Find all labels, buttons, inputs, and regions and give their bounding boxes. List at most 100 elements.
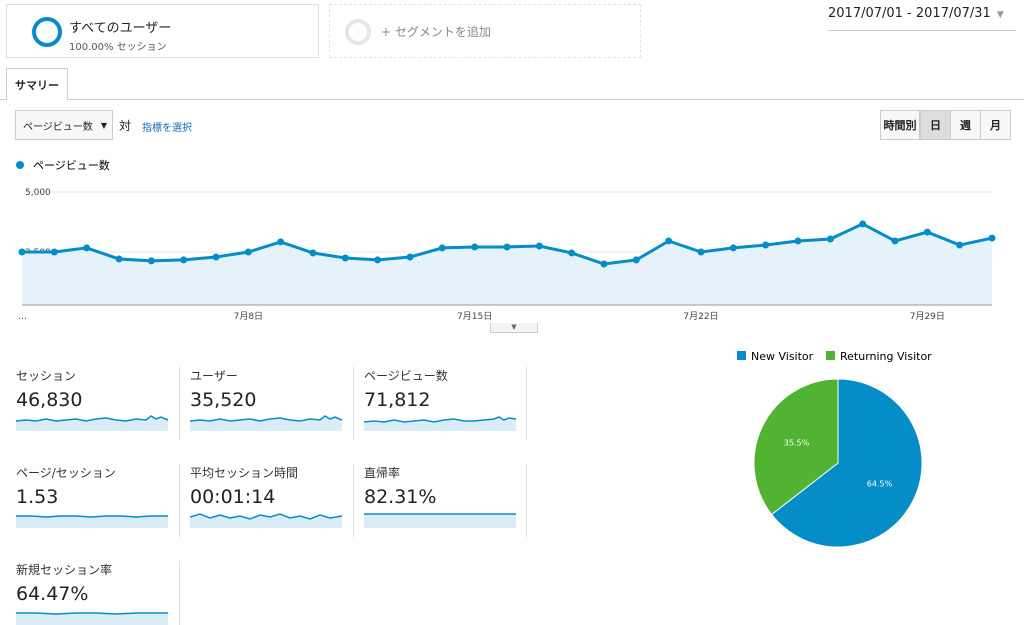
select-metric-link[interactable]: 指標を選択 [142,123,192,134]
segment-subtitle: 100.00% セッション [69,42,167,53]
point [956,241,964,249]
metric-label: ページ/セッション [16,466,116,480]
dropdown-arrow: ▼ [996,10,1004,20]
sparkline [364,416,517,431]
point [180,256,188,264]
pie-slice [753,378,839,516]
legend-swatch [737,351,746,360]
segment-title: すべてのユーザー [69,21,172,36]
separator [353,464,354,537]
metric-value: 1.53 [16,486,59,508]
add-segment-label: + セグメントを追加 [381,25,491,39]
tab-rule [0,99,1024,100]
pie-label: 35.5% [784,439,810,448]
date-range[interactable]: 2017/07/01 - 2017/07/31 ▼ [828,6,1016,31]
dropdown-arrow: ▼ [100,120,107,130]
metric-card: ユーザー 35,520 [190,367,345,431]
button-label: 月 [990,119,1001,132]
granularity-button[interactable]: 月 [980,110,1011,140]
point [309,249,317,257]
granularity-button[interactable]: 週 [950,110,981,140]
metric-card: ページ/セッション 1.53 [16,464,171,528]
point [438,244,446,252]
date-range-text: 2017/07/01 - 2017/07/31 [828,6,991,21]
separator [353,367,354,440]
point [535,242,543,250]
point [212,253,220,261]
separator [526,367,527,440]
metric-card: 直帰率 82.31% [364,464,519,528]
point [341,254,349,262]
x-tick-label: 7月22日 [683,311,718,322]
y-tick-label: 5,000 [25,188,51,198]
chart-toggle[interactable]: ▼ [490,323,538,333]
metric-value: 82.31% [364,486,437,508]
legend-swatch [826,351,835,360]
point [859,220,867,228]
point [826,235,834,243]
add-segment[interactable]: + セグメントを追加 [329,4,641,58]
x-tick-label: 7月8日 [234,311,263,322]
metric-select-label: ページビュー数 [23,121,93,133]
point [471,243,479,251]
versus-label: 対 [119,119,132,133]
metric-card: 新規セッション率 64.47% [16,561,171,625]
point [277,238,285,246]
point [18,248,26,256]
segment-card[interactable]: すべてのユーザー 100.00% セッション [6,4,319,58]
metric-label: 直帰率 [364,466,401,480]
point [83,244,91,252]
point [568,249,576,257]
point [632,256,640,264]
sparkline [16,612,168,625]
point [923,228,931,236]
point [600,260,608,268]
point [891,237,899,245]
point [697,248,705,256]
x-tick-label: … [18,312,27,322]
legend-label: New Visitor [751,350,814,363]
pie-slice [770,378,923,548]
metric-card: セッション 46,830 [16,367,171,431]
pie-label: 64.5% [867,479,893,488]
sparkline [364,513,516,528]
x-tick-label: 7月15日 [457,311,492,322]
segment-icon [345,19,371,45]
legend-swatch [16,161,24,169]
sparkline [16,515,168,528]
metric-label: 新規セッション率 [16,563,113,577]
metric-value: 35,520 [190,389,257,411]
granularity-button[interactable]: 日 [920,110,951,140]
metric-value: 71,812 [364,389,431,411]
metric-value: 46,830 [16,389,83,411]
button-label: 週 [960,119,971,132]
metric-card: ページビュー数 71,812 [364,367,519,431]
granularity-button[interactable]: 時間別 [880,110,920,140]
sparkline [190,513,343,528]
sparkline [16,415,169,431]
metric-card: 平均セッション時間 00:01:14 [190,464,345,528]
legend-label: ページビュー数 [33,159,110,172]
point [374,256,382,264]
point [794,237,802,245]
area-fill [22,223,992,305]
metric-select[interactable]: ページビュー数 ▼ [15,110,113,140]
point [729,244,737,252]
point [115,255,123,263]
point [244,248,252,256]
metric-label: ユーザー [190,369,238,383]
button-label: 時間別 [883,119,917,132]
point [406,253,414,261]
button-label: 日 [930,119,941,132]
point [762,241,770,249]
metric-label: セッション [16,369,77,383]
tab[interactable]: サマリー [6,68,68,100]
segment-icon [32,17,62,47]
metric-label: 平均セッション時間 [190,466,299,480]
x-tick-label: 7月29日 [910,311,945,322]
separator [179,464,180,537]
metric-label: ページビュー数 [364,369,448,383]
separator [526,464,527,537]
point [665,237,673,245]
